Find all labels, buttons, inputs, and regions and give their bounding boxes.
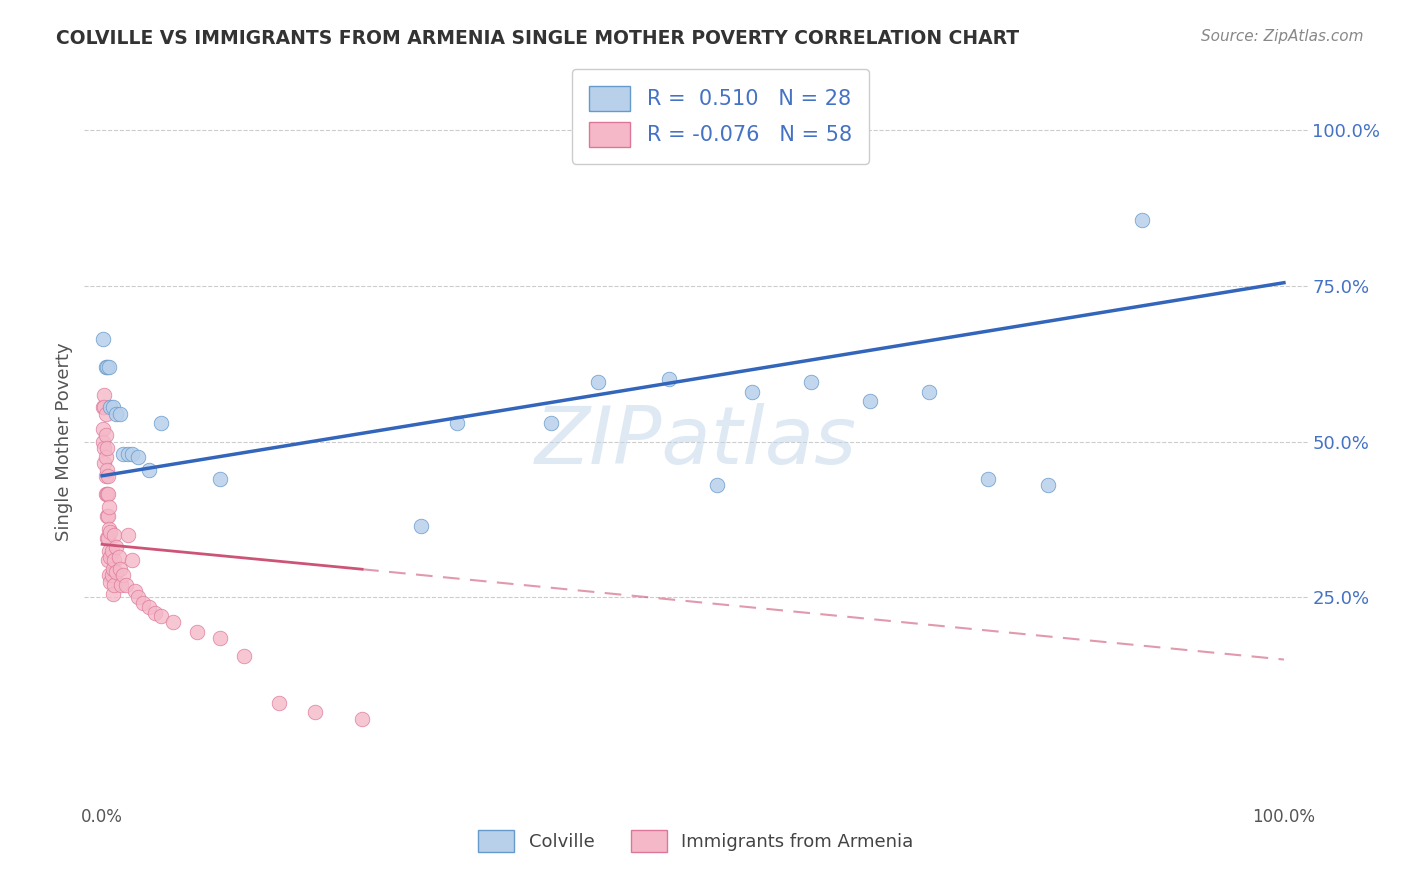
Point [121, 553, 143, 567]
Point [105, 407, 128, 421]
Point [110, 578, 132, 592]
Point [859, 394, 882, 409]
Point [117, 528, 139, 542]
Point [96, 531, 118, 545]
Point [540, 416, 562, 430]
Point [107, 549, 129, 564]
Point [352, 712, 374, 726]
Text: ZIPatlas: ZIPatlas [534, 402, 858, 481]
Text: COLVILLE VS IMMIGRANTS FROM ARMENIA SINGLE MOTHER POVERTY CORRELATION CHART: COLVILLE VS IMMIGRANTS FROM ARMENIA SING… [56, 29, 1019, 47]
Point [112, 447, 135, 461]
Point [97, 468, 120, 483]
Point [96, 509, 118, 524]
Point [108, 407, 131, 421]
Point [94, 359, 117, 374]
Point [91, 434, 114, 449]
Point [91, 422, 114, 436]
Text: Source: ZipAtlas.com: Source: ZipAtlas.com [1201, 29, 1364, 44]
Point [977, 472, 1000, 486]
Point [93, 401, 115, 415]
Point [446, 416, 468, 430]
Point [143, 606, 166, 620]
Point [108, 562, 131, 576]
Point [91, 401, 114, 415]
Point [105, 541, 128, 555]
Point [93, 456, 115, 470]
Point [127, 450, 149, 464]
Point [98, 401, 121, 415]
Point [96, 487, 118, 501]
Point [98, 359, 121, 374]
Point [93, 388, 115, 402]
Point [209, 631, 232, 645]
Point [706, 478, 728, 492]
Point [98, 543, 121, 558]
Point [98, 524, 121, 539]
Point [117, 447, 139, 461]
Legend: Colville, Immigrants from Armenia: Colville, Immigrants from Armenia [471, 822, 921, 859]
Point [741, 384, 763, 399]
Point [138, 462, 160, 476]
Point [800, 376, 823, 390]
Point [97, 531, 120, 545]
Point [588, 376, 610, 390]
Point [94, 450, 117, 464]
Point [94, 487, 117, 501]
Point [269, 696, 291, 710]
Point [91, 332, 114, 346]
Point [132, 597, 155, 611]
Point [918, 384, 941, 399]
Point [232, 649, 254, 664]
Point [121, 447, 143, 461]
Y-axis label: Single Mother Poverty: Single Mother Poverty [55, 343, 73, 541]
Point [97, 509, 120, 524]
Point [96, 359, 118, 374]
Point [411, 518, 433, 533]
Point [98, 522, 121, 536]
Point [105, 566, 128, 580]
Point [114, 578, 136, 592]
Point [127, 591, 149, 605]
Point [101, 562, 124, 576]
Point [98, 574, 121, 589]
Point [100, 543, 122, 558]
Point [103, 553, 125, 567]
Point [96, 441, 118, 455]
Point [1036, 478, 1059, 492]
Point [1130, 213, 1153, 227]
Point [96, 462, 118, 476]
Point [98, 549, 121, 564]
Point [94, 468, 117, 483]
Point [186, 624, 208, 639]
Point [94, 407, 117, 421]
Point [103, 528, 125, 542]
Point [93, 441, 115, 455]
Point [97, 553, 120, 567]
Point [658, 372, 681, 386]
Point [101, 401, 124, 415]
Point [150, 416, 173, 430]
Point [124, 584, 146, 599]
Point [94, 428, 117, 442]
Point [103, 578, 125, 592]
Point [98, 568, 121, 582]
Point [150, 609, 173, 624]
Point [100, 568, 122, 582]
Point [101, 587, 124, 601]
Point [209, 472, 232, 486]
Point [97, 487, 120, 501]
Point [98, 500, 121, 514]
Point [304, 706, 326, 720]
Point [112, 568, 135, 582]
Point [162, 615, 184, 630]
Point [138, 599, 160, 614]
